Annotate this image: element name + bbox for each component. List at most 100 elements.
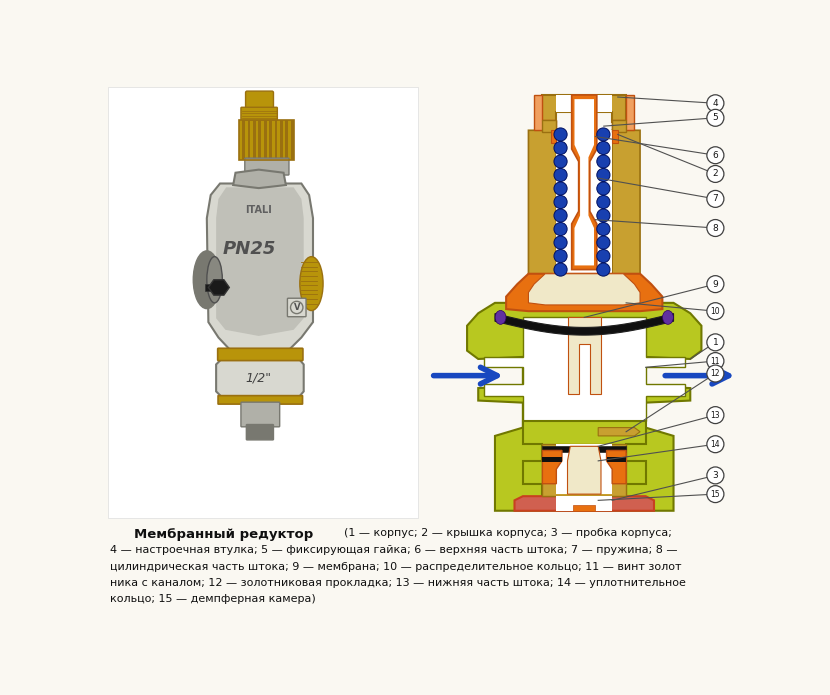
Circle shape: [554, 141, 567, 154]
Text: Мембранный редуктор: Мембранный редуктор: [134, 528, 314, 541]
Circle shape: [707, 165, 724, 182]
Bar: [261, 120, 264, 161]
Circle shape: [707, 303, 724, 320]
Bar: [250, 120, 253, 161]
Bar: [280, 120, 283, 161]
Circle shape: [707, 407, 724, 423]
Text: кольцо; 15 — демпферная камера): кольцо; 15 — демпферная камера): [110, 594, 315, 604]
Polygon shape: [467, 303, 701, 511]
Bar: [290, 120, 294, 161]
Text: ника с каналом; 12 — золотниковая прокладка; 13 — нижняя часть штока; 14 — уплот: ника с каналом; 12 — золотниковая прокла…: [110, 578, 686, 588]
Text: 10: 10: [710, 306, 720, 316]
Bar: [286, 120, 288, 161]
Bar: [556, 130, 613, 274]
Ellipse shape: [207, 256, 222, 303]
Bar: [242, 120, 245, 161]
FancyBboxPatch shape: [245, 158, 289, 175]
Polygon shape: [542, 444, 626, 496]
Text: 1: 1: [712, 338, 718, 347]
Text: 4 — настроечная втулка; 5 — фиксирующая гайка; 6 — верхняя часть штока; 7 — пруж: 4 — настроечная втулка; 5 — фиксирующая …: [110, 546, 677, 555]
Text: 14: 14: [710, 440, 720, 449]
Circle shape: [597, 209, 610, 222]
Text: V: V: [294, 303, 300, 312]
FancyBboxPatch shape: [287, 298, 306, 317]
Text: 1/2": 1/2": [246, 372, 271, 385]
Circle shape: [597, 182, 610, 195]
Circle shape: [554, 195, 567, 208]
Circle shape: [707, 109, 724, 126]
Bar: [607, 457, 626, 462]
Circle shape: [554, 236, 567, 249]
Circle shape: [554, 250, 567, 263]
Bar: [272, 120, 275, 161]
Text: 15: 15: [710, 489, 720, 498]
Polygon shape: [598, 427, 640, 436]
Circle shape: [707, 334, 724, 351]
Text: (1 — корпус; 2 — крышка корпуса; 3 — пробка корпуса;: (1 — корпус; 2 — крышка корпуса; 3 — про…: [344, 528, 671, 539]
Bar: [445, 95, 724, 511]
Circle shape: [707, 276, 724, 293]
Circle shape: [597, 141, 610, 154]
Bar: [551, 130, 556, 142]
FancyBboxPatch shape: [241, 402, 280, 427]
Circle shape: [597, 195, 610, 208]
Text: 2: 2: [713, 170, 718, 179]
Bar: [247, 120, 250, 161]
Polygon shape: [495, 313, 673, 335]
Circle shape: [597, 250, 610, 263]
Polygon shape: [568, 446, 601, 494]
Bar: [556, 496, 613, 511]
Polygon shape: [216, 359, 304, 397]
Polygon shape: [529, 274, 640, 305]
Circle shape: [707, 95, 724, 112]
Text: 3: 3: [712, 471, 718, 480]
FancyBboxPatch shape: [246, 91, 273, 111]
Bar: [556, 444, 613, 494]
Circle shape: [707, 147, 724, 164]
Bar: [613, 120, 626, 132]
Circle shape: [707, 486, 724, 502]
Bar: [542, 120, 556, 132]
Bar: [258, 120, 261, 161]
Circle shape: [707, 190, 724, 207]
Polygon shape: [208, 280, 229, 295]
Text: 7: 7: [712, 195, 718, 204]
Bar: [256, 120, 258, 161]
Ellipse shape: [193, 251, 221, 309]
Polygon shape: [574, 99, 594, 265]
Text: 12: 12: [710, 369, 720, 378]
Bar: [542, 457, 562, 462]
Circle shape: [554, 168, 567, 181]
Bar: [266, 120, 269, 161]
Polygon shape: [542, 450, 562, 484]
Text: ITALI: ITALI: [246, 206, 272, 215]
Polygon shape: [572, 95, 597, 270]
Text: 13: 13: [710, 411, 720, 420]
Circle shape: [707, 436, 724, 452]
Circle shape: [554, 209, 567, 222]
Circle shape: [554, 182, 567, 195]
Circle shape: [707, 467, 724, 484]
Ellipse shape: [662, 311, 673, 325]
Polygon shape: [207, 183, 313, 353]
Bar: [239, 120, 294, 161]
Ellipse shape: [300, 256, 323, 311]
Circle shape: [597, 128, 610, 141]
FancyBboxPatch shape: [108, 88, 417, 518]
Polygon shape: [216, 188, 304, 336]
Polygon shape: [529, 130, 556, 284]
Circle shape: [597, 222, 610, 236]
Circle shape: [707, 365, 724, 382]
Circle shape: [707, 220, 724, 236]
Polygon shape: [573, 505, 595, 511]
Bar: [239, 120, 242, 161]
Circle shape: [554, 263, 567, 276]
Bar: [253, 120, 256, 161]
FancyBboxPatch shape: [247, 425, 273, 440]
Polygon shape: [534, 95, 556, 130]
Bar: [556, 95, 613, 112]
Ellipse shape: [496, 311, 506, 325]
Text: 5: 5: [712, 113, 718, 122]
Polygon shape: [568, 318, 601, 394]
Polygon shape: [515, 496, 654, 511]
